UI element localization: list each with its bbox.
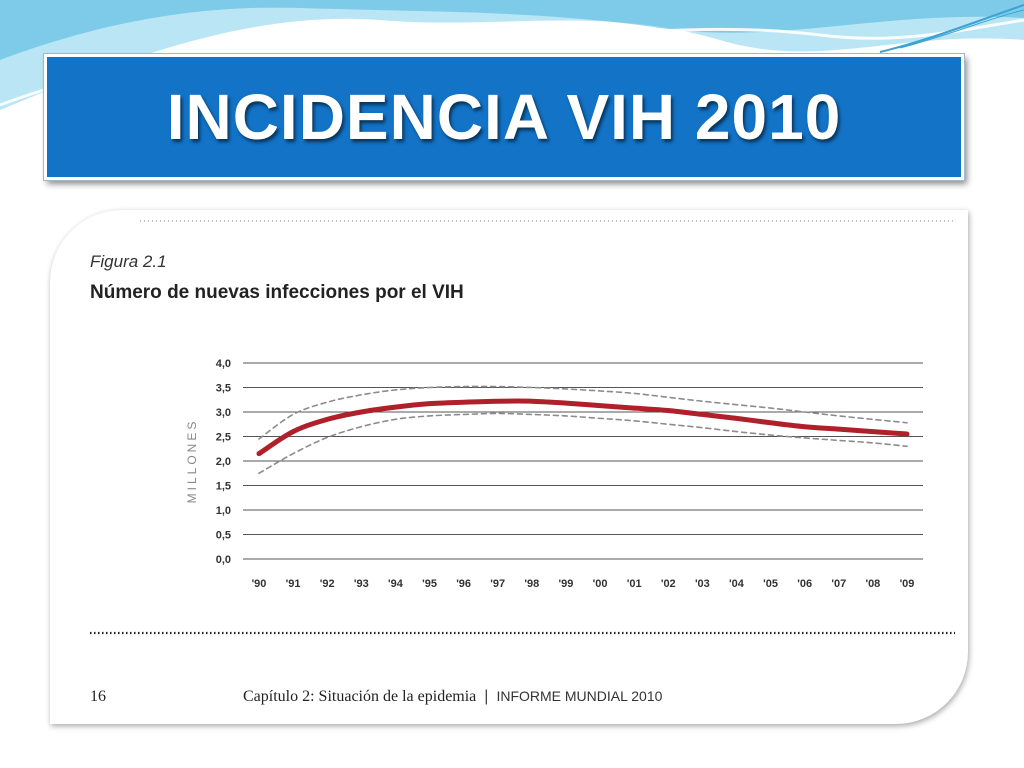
figure-title: Número de nuevas infecciones por el VIH	[90, 282, 464, 303]
y-tick-label: 2,5	[216, 432, 231, 444]
right-wave-line	[879, 4, 1024, 53]
footer-chapter-title: Capítulo 2: Situación de la epidemia	[243, 688, 477, 705]
y-axis-label: MILLONES	[185, 419, 199, 504]
y-tick-label: 0,5	[216, 530, 231, 542]
x-tick-label: '00	[593, 578, 608, 590]
x-tick-label: '06	[797, 578, 812, 590]
series-line-lower_bound	[258, 412, 908, 475]
x-tick-label: '09	[900, 578, 915, 590]
x-tick-label: '91	[286, 578, 301, 590]
x-tick-label: '07	[831, 578, 846, 590]
x-tick-label: '05	[763, 578, 778, 590]
x-tick-label: '02	[661, 578, 676, 590]
figure-label: Figura 2.1	[90, 252, 167, 271]
slide-title-box: INCIDENCIA VIH 2010	[44, 54, 964, 180]
x-tick-label: '93	[354, 578, 369, 590]
series-line-estimate	[256, 398, 910, 457]
x-tick-label: '94	[388, 578, 404, 590]
y-tick-label: 4,0	[216, 358, 231, 370]
x-tick-label: '96	[456, 578, 471, 590]
x-tick-label: '98	[524, 578, 539, 590]
y-tick-label: 1,0	[216, 505, 231, 517]
slide-title: INCIDENCIA VIH 2010	[166, 81, 842, 153]
y-tick-label: 2,0	[216, 456, 231, 468]
right-wave-line-2	[899, 9, 1024, 49]
footer-report-title: INFORME MUNDIAL 2010	[496, 688, 663, 704]
x-tick-label: '03	[695, 578, 710, 590]
y-tick-label: 0,0	[216, 554, 231, 566]
figure-frame	[50, 210, 968, 724]
footer-separator: |	[484, 688, 489, 705]
series-line-upper_bound	[258, 385, 908, 440]
top-wave-highlight	[0, 0, 1024, 60]
x-tick-label: '97	[490, 578, 505, 590]
x-tick-label: '90	[252, 578, 267, 590]
x-tick-label: '92	[320, 578, 335, 590]
y-tick-label: 3,0	[216, 407, 231, 419]
x-tick-label: '99	[559, 578, 574, 590]
x-tick-label: '08	[865, 578, 880, 590]
y-tick-label: 3,5	[216, 383, 231, 395]
x-tick-label: '04	[729, 578, 745, 590]
y-tick-label: 1,5	[216, 481, 231, 493]
footer-chapter: Capítulo 2: Situación de la epidemia | I…	[243, 688, 662, 706]
x-tick-label: '95	[422, 578, 437, 590]
top-wave-line	[0, 18, 1024, 107]
x-tick-label: '01	[627, 578, 642, 590]
footer-page-number: 16	[90, 688, 106, 705]
